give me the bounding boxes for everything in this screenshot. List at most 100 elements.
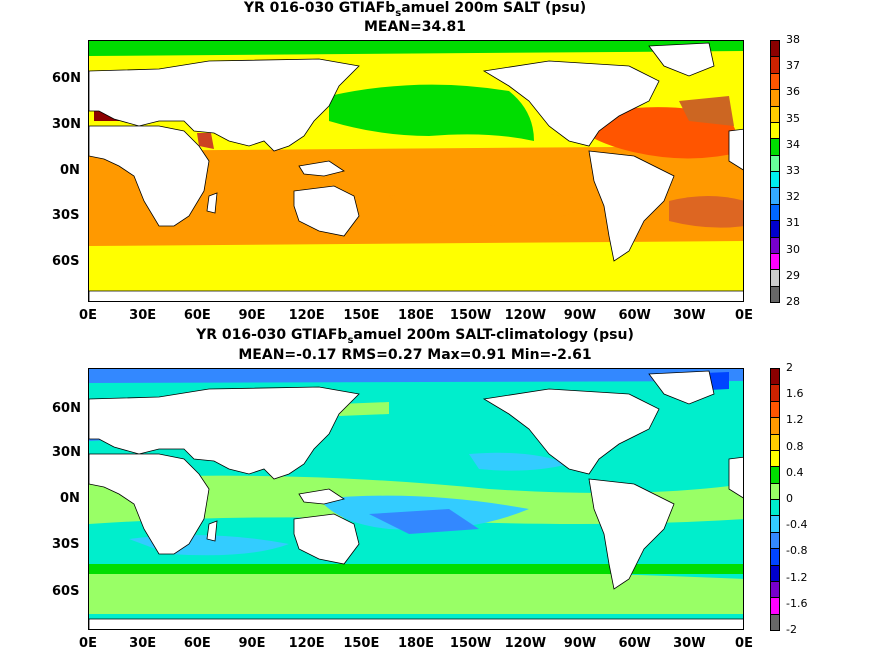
p1-colorbar	[770, 40, 780, 303]
p2-ylab-3: 30S	[52, 537, 80, 552]
p2-colorbar-label: 1.6	[786, 387, 804, 401]
panel2-title-post: amuel 200m SALT-climatology (psu)	[353, 327, 634, 343]
p1-colorbar-label: 31	[786, 216, 800, 230]
p1-xlab-12: 0E	[735, 308, 753, 323]
panel2-title-sub: s	[347, 334, 354, 346]
salinity-bias-map-svg	[89, 369, 743, 629]
p1-xlab-10: 60W	[618, 308, 651, 323]
bias-antarctica-land	[89, 618, 743, 629]
west-africa-land	[728, 128, 743, 171]
p1-colorbar-segment	[770, 138, 780, 156]
p2-colorbar-label: -2	[786, 623, 797, 636]
p2-colorbar-segment	[770, 482, 780, 500]
p2-colorbar-segment	[770, 580, 780, 599]
p2-colorbar-segment	[770, 515, 780, 533]
p1-colorbar-label: 32	[786, 190, 800, 204]
p2-xlab-11: 30W	[673, 636, 706, 651]
south-pacific-high	[389, 189, 589, 226]
p2-colorbar-segment	[770, 384, 780, 402]
p1-colorbar-segment	[770, 203, 780, 222]
p1-colorbar-segment	[770, 72, 780, 91]
p1-xlab-5: 150E	[343, 308, 380, 323]
antarctica-land	[89, 290, 743, 301]
p1-colorbar-label: 28	[786, 295, 800, 308]
p2-colorbar	[770, 368, 780, 631]
p1-colorbar-label: 33	[786, 164, 800, 177]
greenland-land	[648, 42, 715, 77]
p2-ylab-0: 60N	[52, 401, 81, 416]
salinity-bias-map	[88, 368, 744, 630]
p2-colorbar-label: 0.4	[786, 465, 804, 479]
p2-ylab-1: 30N	[52, 445, 81, 460]
p1-colorbar-segment	[770, 105, 780, 123]
eurasia-land	[89, 58, 360, 152]
p1-colorbar-segment	[770, 285, 780, 303]
p2-colorbar-segment	[770, 433, 780, 451]
bias-southern-green	[89, 570, 743, 614]
p1-colorbar-label: 38	[786, 33, 800, 46]
p2-colorbar-segment	[770, 466, 780, 484]
p2-colorbar-label: 0.8	[786, 439, 804, 453]
bias-maritime-continent-land	[298, 488, 345, 505]
p1-colorbar-segment	[770, 220, 780, 238]
p1-ylab-1: 30N	[52, 117, 81, 132]
p1-colorbar-segment	[770, 56, 780, 74]
p1-colorbar-label: 34	[786, 137, 800, 151]
p2-xlab-1: 30E	[129, 636, 157, 651]
p1-ylab-2: 0N	[60, 163, 80, 178]
p1-xlab-0: 0E	[79, 308, 97, 323]
p1-colorbar-segment	[770, 236, 780, 254]
p2-colorbar-segment	[770, 449, 780, 468]
p2-colorbar-label: 2	[786, 361, 793, 374]
land-group	[89, 42, 743, 301]
p2-ylab-4: 60S	[52, 584, 80, 599]
p1-colorbar-label: 35	[786, 111, 800, 125]
p1-colorbar-segment	[770, 171, 780, 189]
p2-colorbar-segment	[770, 417, 780, 435]
p2-xlab-9: 90W	[563, 636, 597, 651]
madagascar-land	[206, 192, 218, 214]
p2-xlab-2: 60E	[183, 636, 211, 651]
p2-xlab-6: 180E	[397, 636, 435, 651]
p1-colorbar-segment	[770, 252, 780, 271]
bias-south-america-land	[588, 478, 675, 590]
bias-africa-land	[89, 453, 210, 555]
panel2-title: YR 016-030 GTIAFbsamuel 200m SALT-climat…	[0, 327, 830, 346]
p1-ylab-3: 30S	[52, 208, 80, 223]
panel1-title-sub: s	[395, 7, 402, 19]
panel1-subtitle: MEAN=34.81	[363, 19, 467, 35]
panel2-subtitle: MEAN=-0.17 RMS=0.27 Max=0.91 Min=-2.61	[238, 347, 592, 363]
p1-colorbar-label: 37	[786, 59, 800, 73]
p2-colorbar-segment	[770, 548, 780, 566]
bias-southern-band	[89, 564, 743, 574]
p1-xlab-8: 120W	[504, 308, 547, 323]
p1-xlab-11: 30W	[673, 308, 706, 323]
north-pacific-low	[329, 84, 534, 141]
p2-colorbar-label: -1.6	[786, 596, 808, 610]
panel1-title: YR 016-030 GTIAFbsamuel 200m SALT (psu)	[0, 0, 830, 19]
p1-xlab-3: 90E	[238, 308, 266, 323]
p2-colorbar-label: -0.4	[786, 518, 808, 532]
bias-west-africa-land	[728, 456, 743, 499]
north-america-land	[482, 60, 660, 147]
p2-ylab-2: 0N	[60, 491, 80, 506]
africa-land	[89, 125, 210, 227]
p2-colorbar-label: -0.8	[786, 544, 808, 558]
p2-colorbar-segment	[770, 597, 780, 615]
p2-colorbar-segment	[770, 400, 780, 419]
bias-madagascar-land	[206, 520, 218, 542]
arctic-low	[89, 41, 743, 56]
p1-xlab-9: 90W	[563, 308, 597, 323]
bias-australia-land	[293, 513, 360, 565]
p2-colorbar-label: -1.2	[786, 570, 808, 584]
p1-xlab-2: 60E	[183, 308, 211, 323]
p2-xlab-3: 90E	[238, 636, 266, 651]
bias-nwpacific-green	[339, 402, 389, 416]
p1-colorbar-segment	[770, 269, 780, 287]
maritime-continent-land	[298, 160, 345, 177]
p2-colorbar-segment	[770, 564, 780, 582]
p2-xlab-4: 120E	[288, 636, 325, 651]
p2-colorbar-segment	[770, 499, 780, 517]
salinity-map	[88, 40, 744, 302]
bias-north-america-land	[482, 388, 660, 475]
